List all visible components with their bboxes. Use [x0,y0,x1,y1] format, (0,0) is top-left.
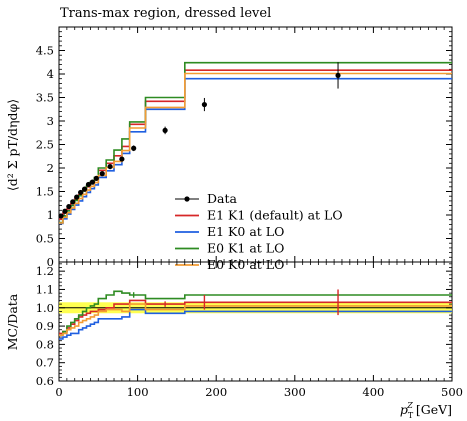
data-point [81,186,88,192]
main-y-tick-label: 4.5 [36,44,54,58]
legend-label-0: E1 K1 (default) at LO [207,208,343,223]
ratio-y-tick-label: 0.7 [36,356,54,370]
data-points-group [58,62,341,219]
main-y-tick-label: 1.5 [36,185,54,199]
data-point [201,101,208,108]
x-ticks: 0 100 200 300 400 500 [55,27,463,399]
data-point [99,171,105,177]
legend-label-data: Data [207,191,237,206]
legend-label-1: E1 K0 at LO [207,224,284,239]
main-y-tick-label: 3 [47,114,54,128]
data-point [93,175,99,181]
ratio-series-line-3 [59,303,452,336]
main-series-line-3 [59,72,452,224]
ratio-y-tick-label: 0.6 [36,374,54,388]
data-point [74,194,80,200]
main-y-tick-label: 1 [47,208,54,222]
data-point [131,145,137,151]
data-point [162,127,168,133]
ratio-series-line-2 [59,290,452,336]
ratio-series-line-1 [59,308,452,340]
main-y-tick-label: 0 [47,255,54,269]
main-y-tick-label: 0.5 [36,232,54,246]
data-point [107,163,113,170]
x-tick-label: 100 [127,385,149,399]
main-series-line-0 [59,69,452,220]
ratio-y-axis-label: MC/Data [5,293,20,350]
main-y-axis-label: ⟨d² Σ pT/dηdφ⟩ [5,99,20,191]
main-y-tick-label: 4 [47,67,54,81]
data-point [85,181,92,188]
legend-label-3: E0 K0 at LO [207,257,284,272]
data-point [70,199,76,205]
ratio-y-tick-label: 0.8 [36,337,54,351]
main-series-group [59,61,452,225]
data-point [66,203,72,210]
main-y-ticks: 0 0.5 1 1.5 2 2.5 3 3.5 4 4.5 [36,31,452,269]
main-series-line-2 [59,61,452,224]
data-point [62,208,68,214]
x-axis-label: pTZ [GeV] [400,401,452,420]
x-tick-label: 400 [362,385,384,399]
legend-data-swatch-marker [184,196,190,202]
ratio-y-tick-label: 1.0 [36,301,54,315]
x-tick-label: 0 [55,385,62,399]
ratio-y-ticks: 0.6 0.7 0.8 0.9 1.0 1.1 1.2 [36,263,452,388]
ratio-uncertainty-band [59,302,452,314]
ratio-plot-frame [58,261,453,382]
ratio-series-group [59,290,452,340]
data-point [335,72,341,79]
main-y-tick-label: 3.5 [36,91,54,105]
ratio-y-tick-label: 1.1 [36,282,54,296]
ratio-y-tick-label: 0.9 [36,319,54,333]
data-point [119,156,125,162]
data-point [89,179,96,185]
legend-label-2: E0 K1 at LO [207,241,284,256]
main-y-tick-label: 2 [47,161,54,175]
data-point [58,213,64,219]
ratio-y-tick-label: 1.2 [36,264,54,278]
ratio-error-bars [132,289,339,316]
data-point [78,189,84,196]
chart-title: Trans-max region, dressed level [60,6,271,21]
x-tick-label: 500 [441,385,463,399]
main-series-line-1 [59,77,452,225]
x-tick-label: 200 [205,385,227,399]
main-y-tick-label: 2.5 [36,138,54,152]
x-tick-label: 300 [284,385,306,399]
